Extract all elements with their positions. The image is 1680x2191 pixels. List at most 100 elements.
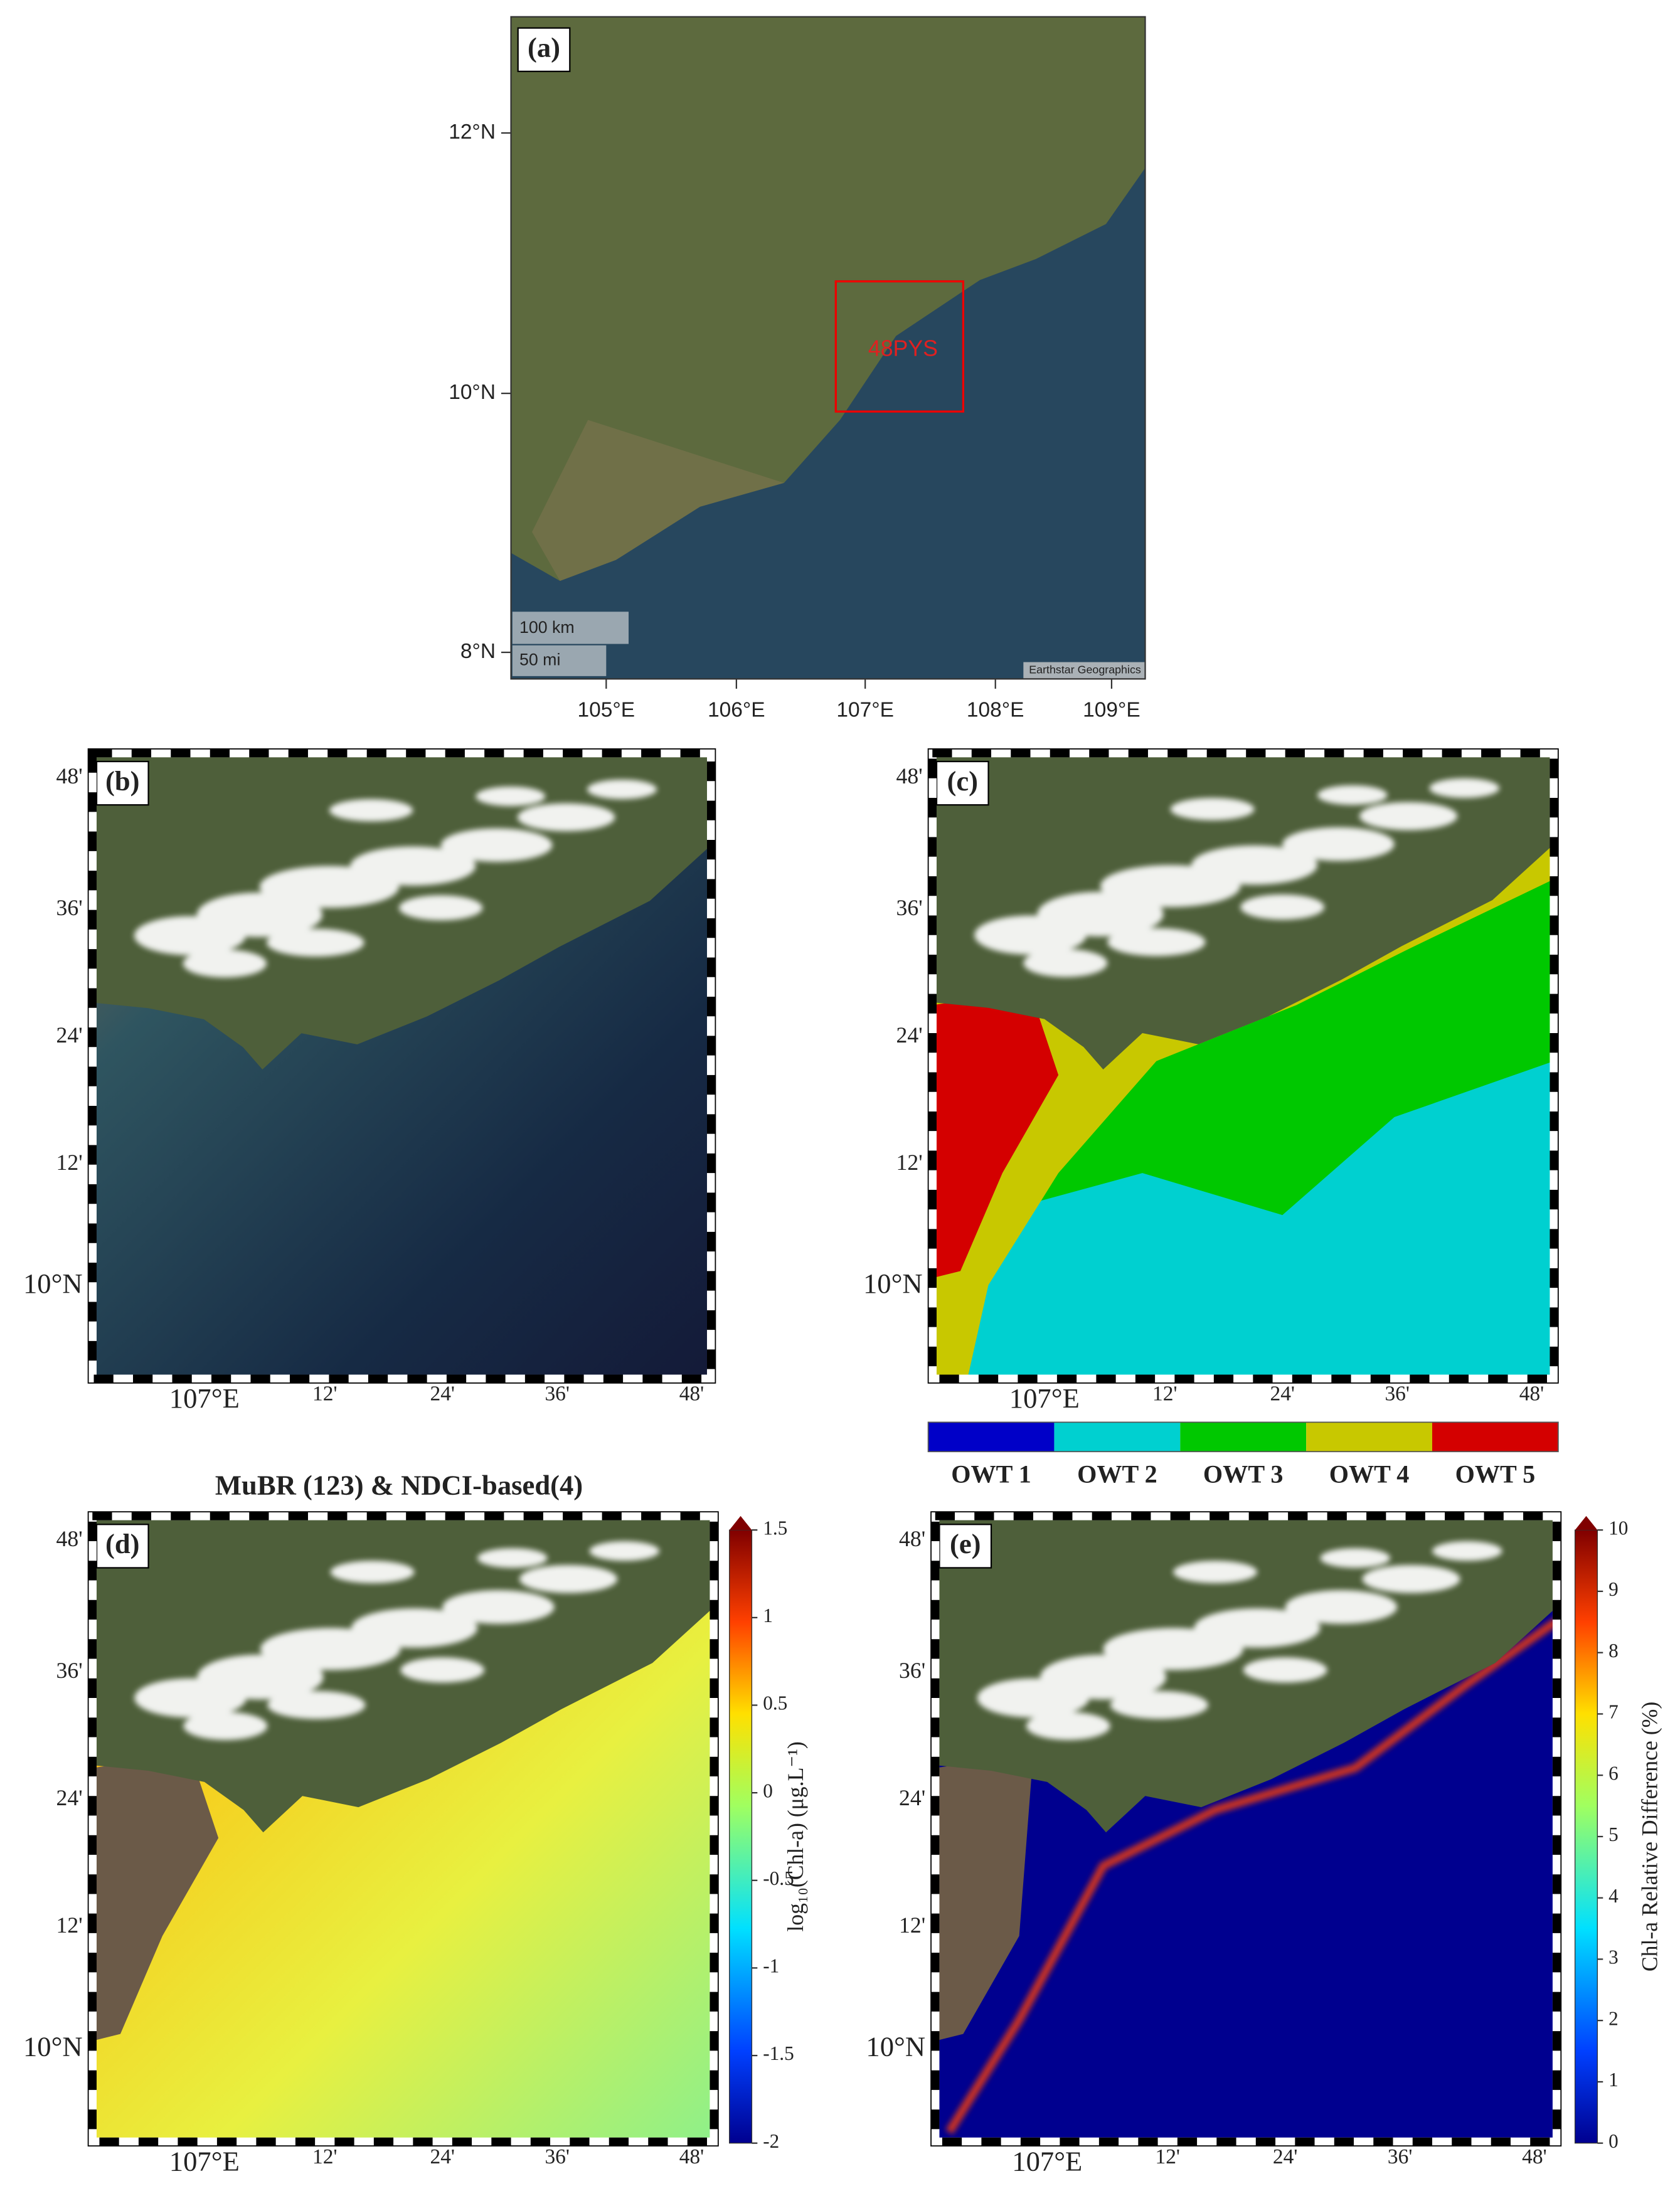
- x-tick-label: 107°E: [169, 1382, 240, 1414]
- frame-outline: [87, 748, 716, 1384]
- y-tick-label: 10°N: [449, 381, 496, 404]
- colorbar-tick-label: 0: [763, 1780, 773, 1801]
- x-tick-label: 36': [1385, 1382, 1410, 1406]
- y-tick-label: 10°N: [863, 1268, 923, 1299]
- panel-c-map: [932, 753, 1555, 1379]
- difference-band: [945, 1617, 1557, 2135]
- x-tick-label: 24': [1270, 1382, 1295, 1406]
- legend-label: OWT 2: [1077, 1460, 1157, 1488]
- x-tick-label: 48': [1519, 1382, 1544, 1406]
- y-tick-label: 36': [896, 895, 923, 920]
- x-tick-label: 12': [1155, 2145, 1180, 2168]
- tile-label: 48PYS: [868, 336, 938, 361]
- x-tick-label: 108°E: [967, 699, 1024, 722]
- x-tick-label: 12': [312, 2145, 338, 2168]
- attribution: Earthstar Geographics: [1029, 664, 1141, 676]
- x-tick-label: 107°E: [836, 699, 894, 722]
- panel-a: 48PYS 100 km 50 mi Earthstar Geographics: [510, 16, 1146, 680]
- frame-outline: [930, 1511, 1562, 2147]
- y-tick-label: 48': [56, 763, 83, 788]
- legend-swatch: [1180, 1422, 1307, 1452]
- y-tick-label: 10°N: [23, 1268, 83, 1299]
- y-tick-label: 24': [899, 1785, 925, 1810]
- panel-label: (b): [105, 765, 140, 797]
- colorbar-arrow: [1575, 1515, 1598, 1531]
- panel-e-map: [935, 1515, 1557, 2142]
- x-tick-label: 12': [312, 1382, 338, 1406]
- x-tick-label: 12': [1152, 1382, 1177, 1406]
- panel-label: (d): [105, 1528, 140, 1559]
- panel-label-box: [517, 27, 571, 72]
- panel-title: MuBR (123) & NDCI-based(4): [215, 1470, 583, 1501]
- panel-label: (a): [528, 32, 560, 63]
- legend-swatch: [928, 1422, 1055, 1452]
- legend-label: OWT 4: [1329, 1460, 1410, 1488]
- colorbar-tick-label: 4: [1608, 1885, 1619, 1907]
- colorbar-tick-label: -1: [763, 1955, 779, 1977]
- legend-label: OWT 5: [1455, 1460, 1536, 1488]
- colorbar-tick-label: 1: [1608, 2069, 1619, 2091]
- colorbar-tick-label: 9: [1608, 1578, 1619, 1600]
- colorbar-tick-label: -2: [763, 2130, 779, 2152]
- panel-label-box: [938, 1524, 992, 1569]
- x-tick-label: 107°E: [1009, 1382, 1080, 1414]
- y-tick-label: 36': [56, 1658, 83, 1683]
- delta: [532, 420, 784, 581]
- frame: [510, 16, 1146, 680]
- colorbar-tick-label: 10: [1608, 1517, 1628, 1539]
- turbid-water: [935, 1754, 1033, 2041]
- x-tick-label: 24': [1273, 2145, 1297, 2168]
- y-tick-label: 12': [899, 1912, 925, 1938]
- y-tick-label: 48': [899, 1526, 925, 1551]
- frame: [931, 1512, 1561, 2146]
- colorbar-tick-label: 5: [1608, 1823, 1619, 1845]
- y-tick-label: 48': [56, 1526, 83, 1551]
- scale-label: 50 mi: [519, 650, 560, 669]
- colorbar-tick-label: 3: [1608, 1946, 1619, 1968]
- frame: [88, 748, 716, 1383]
- y-tick-label: 12': [56, 1150, 83, 1175]
- y-tick-label: 24': [56, 1785, 83, 1810]
- x-tick-label: 36': [1388, 2145, 1413, 2168]
- colorbar-arrow: [729, 1515, 752, 1531]
- panel-d-map: [92, 1515, 715, 2142]
- colorbar: [1574, 1529, 1598, 2144]
- turbid-water: [92, 1754, 219, 2041]
- colorbar: [729, 1529, 753, 2144]
- x-tick-label: 48': [1522, 2145, 1547, 2168]
- panel-b-map: [92, 754, 711, 1377]
- legend-swatch: [1432, 1422, 1558, 1452]
- y-tick-label: 10°N: [23, 2030, 83, 2062]
- x-tick-label: 36': [545, 1382, 569, 1406]
- scale-bar: [512, 645, 607, 676]
- colorbar-tick-label: 0.5: [763, 1692, 787, 1714]
- tile-box: [834, 280, 965, 413]
- y-tick-label: 12': [56, 1912, 83, 1938]
- x-tick-label: 36': [545, 2145, 569, 2168]
- y-tick-label: 24': [896, 1022, 923, 1048]
- colorbar-label: log₁₀(Chl-a) (μg.L⁻¹): [783, 1741, 808, 1931]
- attribution-bg: [1023, 662, 1146, 679]
- colorbar-tick-label: 7: [1608, 1701, 1619, 1723]
- colorbar-tick-label: 8: [1608, 1640, 1619, 1662]
- frame: [928, 748, 1558, 1383]
- x-tick-label: 105°E: [578, 699, 635, 722]
- frame-outline: [927, 748, 1559, 1384]
- colorbar-tick-label: -0.5: [763, 1867, 794, 1889]
- panel-label-box: [95, 760, 149, 806]
- colorbar-tick-label: 6: [1608, 1762, 1619, 1784]
- colorbar-tick-label: 0: [1608, 2130, 1619, 2152]
- colorbar-tick-label: 1.5: [763, 1517, 787, 1539]
- legend-swatch: [1306, 1422, 1432, 1452]
- frame-outline: [87, 1511, 719, 2147]
- scale-label: 100 km: [519, 618, 575, 637]
- y-tick-label: 10°N: [866, 2030, 925, 2062]
- x-tick-label: 107°E: [169, 2145, 240, 2177]
- scale-bar: [512, 612, 629, 644]
- frame: [88, 1512, 718, 2146]
- y-tick-label: 48': [896, 763, 923, 788]
- x-tick-label: 48': [679, 2145, 704, 2168]
- panel-label-box: [95, 1524, 149, 1569]
